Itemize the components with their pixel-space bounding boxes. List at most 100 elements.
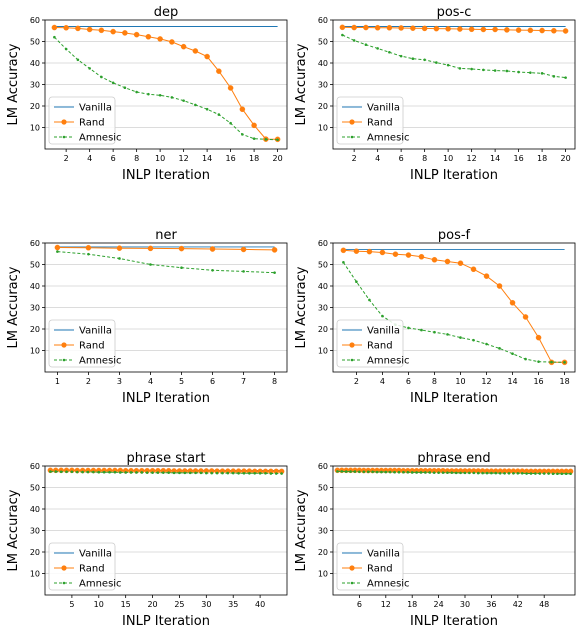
y-tick-label: 50 [30, 38, 40, 47]
amnesic-point [100, 75, 103, 79]
amnesic-point [505, 69, 509, 73]
amnesic-point [70, 470, 74, 474]
y-tick-label: 60 [30, 239, 40, 248]
x-tick-label: 35 [228, 600, 238, 609]
y-tick-label: 40 [318, 59, 328, 68]
rand-point [444, 258, 451, 265]
amnesic-point [569, 472, 572, 476]
legend-box [336, 542, 404, 591]
rand-point [216, 68, 222, 74]
amnesic-point [446, 333, 449, 336]
amnesic-point [231, 471, 235, 475]
rand-point [239, 106, 246, 112]
amnesic-point [344, 470, 348, 473]
rand-point [227, 85, 234, 91]
y-axis-label: LM Accuracy [6, 489, 21, 571]
amnesic-point [454, 471, 458, 475]
x-axis-label: INLP Iteration [122, 614, 210, 629]
y-tick-label: 10 [30, 347, 40, 356]
legend-marker-rand [349, 342, 355, 348]
amnesic-point [552, 75, 556, 78]
amnesic-point [59, 470, 63, 474]
amnesic-point [54, 470, 58, 473]
amnesic-point [135, 90, 138, 94]
amnesic-point [158, 93, 162, 97]
amnesic-point [362, 470, 366, 474]
amnesic-point [341, 33, 344, 37]
amnesic-point [336, 470, 339, 473]
rand-point [551, 27, 557, 34]
amnesic-point [424, 471, 427, 474]
x-tick-label: 6 [111, 154, 116, 163]
amnesic-point [194, 103, 197, 107]
x-tick-label: 8 [422, 154, 427, 163]
legend-marker-amnesic [62, 358, 66, 362]
amnesic-point [156, 471, 160, 474]
chart-panel-3: 10 20 30 40 50 60 1 2 3 4 5 6 7 8 ner INLP Iteration LM … [6, 228, 288, 406]
amnesic-point [470, 67, 473, 71]
amnesic-point [564, 472, 568, 476]
amnesic-point [180, 266, 183, 270]
amnesic-point [388, 50, 391, 54]
amnesic-point [472, 471, 476, 475]
amnesic-point [503, 472, 506, 475]
chart-panel-6: 10 20 30 40 50 60 6 12 18 24 30 36 42 48 phrase end INL… [294, 451, 576, 629]
legend-marker-amnesic [62, 135, 66, 139]
amnesic-point [534, 472, 537, 475]
legend-marker-rand [349, 119, 355, 125]
legend-marker-rand [61, 342, 67, 348]
amnesic-point [563, 361, 566, 364]
y-tick-label: 50 [30, 261, 40, 270]
amnesic-point [170, 96, 174, 99]
x-tick-label: 4 [375, 154, 380, 163]
amnesic-point [172, 471, 176, 475]
y-axis-label: LM Accuracy [294, 43, 309, 125]
amnesic-point [123, 86, 127, 90]
x-tick-label: 16 [533, 377, 543, 386]
legend-marker-rand [61, 119, 67, 125]
legend-box [336, 319, 404, 368]
amnesic-point [53, 35, 56, 39]
y-tick-label: 50 [318, 261, 328, 270]
legend-box [336, 96, 404, 145]
y-tick-label: 30 [318, 81, 328, 90]
rand-point [457, 260, 464, 266]
rand-point [63, 24, 69, 31]
y-tick-label: 10 [318, 347, 328, 356]
rand-point [522, 314, 529, 320]
amnesic-point [560, 472, 564, 476]
y-axis-label: LM Accuracy [294, 266, 309, 348]
amnesic-point [205, 107, 209, 111]
x-tick-label: 30 [201, 600, 211, 609]
amnesic-point [210, 471, 214, 475]
legend-label: Vanilla [79, 103, 112, 114]
x-tick-label: 4 [148, 377, 153, 386]
rand-point [386, 24, 393, 31]
amnesic-point [384, 470, 388, 474]
chart-title: phrase end [417, 451, 490, 466]
amnesic-point [145, 471, 149, 474]
rand-point [431, 257, 438, 263]
x-tick-label: 14 [507, 377, 517, 386]
amnesic-point [252, 137, 256, 140]
amnesic-point [441, 471, 445, 474]
amnesic-point [450, 471, 454, 474]
amnesic-point [149, 263, 152, 266]
amnesic-point [269, 472, 273, 475]
y-axis-label: LM Accuracy [294, 489, 309, 571]
rand-point [75, 25, 81, 32]
x-tick-label: 8 [272, 377, 277, 386]
rand-point [470, 266, 477, 272]
amnesic-point [241, 133, 244, 136]
amnesic-point [199, 471, 203, 475]
legend-label: Amnesic [79, 133, 122, 144]
amnesic-point [538, 472, 542, 475]
x-tick-label: 18 [537, 154, 547, 163]
amnesic-point [402, 470, 405, 474]
y-tick-label: 50 [318, 38, 328, 47]
rand-point [392, 251, 399, 257]
y-tick-label: 20 [318, 325, 328, 334]
x-tick-label: 2 [86, 377, 91, 386]
x-axis-label: INLP Iteration [122, 391, 210, 406]
